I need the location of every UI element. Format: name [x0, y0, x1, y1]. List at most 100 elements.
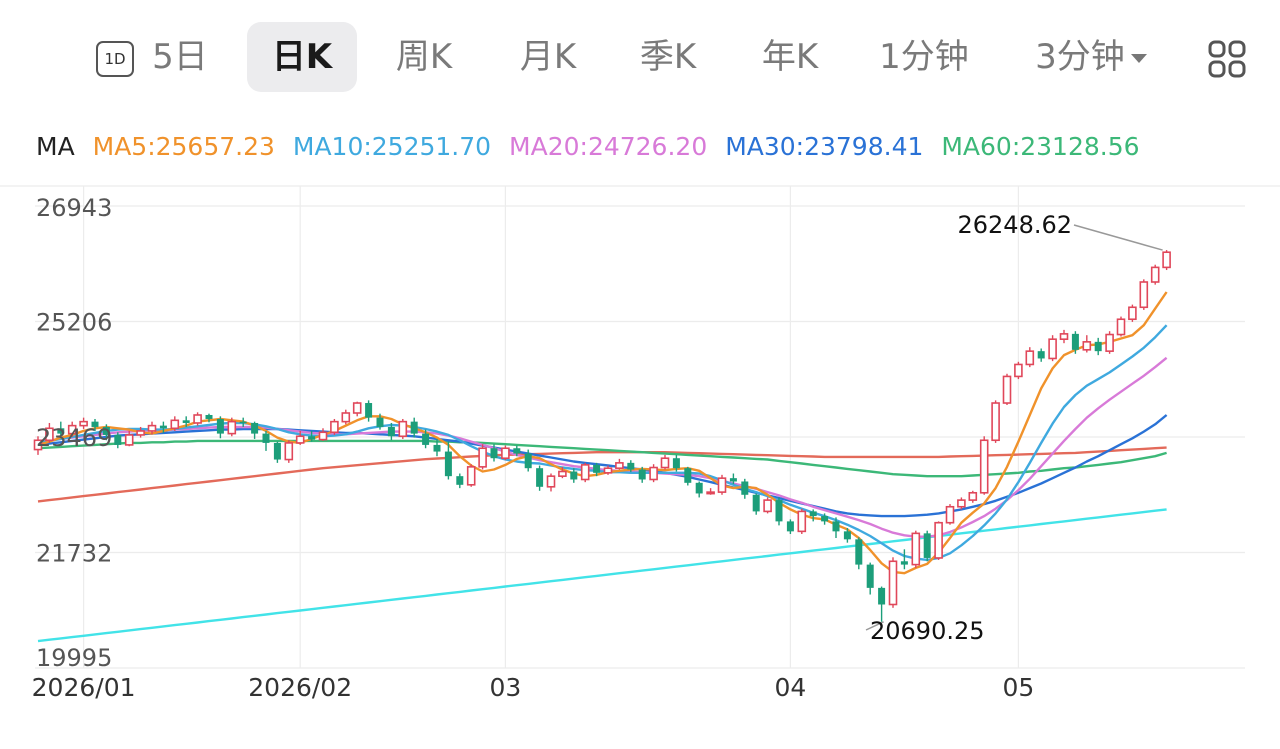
tab-1d[interactable]: 1D	[40, 22, 134, 92]
candle	[33, 436, 43, 455]
candle-body	[159, 425, 167, 429]
candle	[786, 519, 794, 535]
candle	[466, 464, 476, 487]
ma10-line	[37, 324, 1168, 562]
tab-1min[interactable]: 1分钟	[879, 37, 969, 77]
candle	[763, 497, 772, 514]
candle-body	[558, 470, 567, 477]
ma-legend-title: MA	[36, 132, 75, 161]
candle-body	[114, 434, 122, 445]
candle	[1150, 264, 1160, 285]
ma60-legend: MA60:23128.56	[941, 132, 1140, 161]
tab-5day[interactable]: 5日	[152, 37, 208, 77]
min-value-label: 20690.25	[870, 617, 985, 645]
candle	[649, 464, 658, 483]
candle	[580, 462, 590, 483]
candle-body	[365, 403, 373, 418]
candle	[1048, 335, 1057, 362]
candle	[444, 441, 452, 480]
candle	[1128, 304, 1137, 322]
grid-icon[interactable]	[1208, 40, 1246, 78]
tab-3min-label: 3分钟	[1035, 37, 1125, 77]
candle	[968, 490, 978, 503]
candle-body	[706, 491, 715, 495]
candle	[216, 416, 224, 439]
candle-body	[945, 505, 955, 524]
candle	[900, 549, 908, 570]
candle	[45, 422, 54, 443]
candle-body	[593, 464, 601, 473]
candle	[501, 445, 510, 461]
candle-body	[182, 420, 190, 423]
tab-month-k[interactable]: 月K	[519, 37, 577, 77]
candles	[33, 250, 1171, 622]
ma20-line	[37, 356, 1168, 538]
candle-body	[501, 447, 510, 460]
candle	[797, 508, 807, 535]
candle	[1037, 348, 1045, 362]
candle-body	[91, 421, 99, 427]
candle	[570, 468, 578, 483]
candle	[456, 473, 464, 489]
tab-week-k[interactable]: 周K	[395, 37, 453, 77]
candle-body	[797, 510, 807, 533]
candle-body	[193, 414, 202, 424]
candle	[490, 444, 498, 462]
candle-body	[717, 477, 727, 493]
candle-body	[205, 414, 213, 419]
candle	[182, 416, 190, 427]
x-tick-label: 05	[1002, 673, 1034, 702]
long-ma-line-6	[37, 508, 1167, 643]
tab-day-k[interactable]: 日K	[247, 22, 357, 92]
candle	[843, 528, 851, 543]
candle	[546, 473, 556, 492]
candle	[147, 421, 157, 435]
candle-body	[1002, 375, 1012, 404]
candle	[1071, 331, 1079, 354]
candle-body	[888, 560, 898, 606]
candle	[318, 428, 328, 441]
period-tab-bar: 1D 5日 日K 周K 月K 季K 年K 1分钟 3分钟	[0, 22, 1280, 96]
candle-body	[227, 420, 237, 435]
candle-body	[878, 587, 886, 605]
candle	[273, 441, 281, 463]
candle	[866, 562, 874, 595]
candle-body	[684, 468, 692, 483]
max-leader-line	[1073, 224, 1163, 251]
candle-body	[308, 436, 316, 440]
candle	[536, 465, 544, 491]
candle	[341, 409, 351, 425]
candle-body	[900, 561, 908, 565]
tab-3min[interactable]: 3分钟	[1020, 22, 1162, 92]
candle	[1059, 329, 1069, 344]
candle-body	[695, 482, 703, 494]
candle-body	[147, 424, 157, 432]
candle	[410, 417, 418, 438]
candle	[660, 454, 670, 470]
candle-body	[318, 431, 328, 441]
candle	[923, 530, 931, 562]
candle	[170, 416, 180, 431]
candle	[262, 430, 270, 451]
candle	[593, 462, 601, 477]
tab-year-k[interactable]: 年K	[761, 37, 819, 77]
candle-body	[570, 471, 578, 480]
candle	[957, 497, 966, 510]
candle	[706, 488, 715, 495]
candle	[809, 509, 817, 522]
y-tick-label: 23469	[36, 424, 112, 452]
x-tick-label: 2026/01	[32, 673, 136, 702]
candlestick-chart[interactable]: 26943 25206 23469 21732 19995 2026/01 2026/02…	[0, 180, 1280, 710]
tab-quarter-k[interactable]: 季K	[639, 37, 697, 77]
candle-body	[1048, 338, 1057, 360]
candle	[330, 418, 339, 435]
candle	[284, 440, 294, 463]
candle	[855, 537, 863, 570]
candle-body	[478, 447, 487, 468]
candle-body	[866, 564, 874, 588]
candle	[672, 454, 680, 472]
ma10-legend: MA10:25251.70	[292, 132, 492, 161]
candle-body	[741, 481, 749, 495]
candle	[1082, 335, 1092, 353]
candle	[558, 466, 567, 479]
